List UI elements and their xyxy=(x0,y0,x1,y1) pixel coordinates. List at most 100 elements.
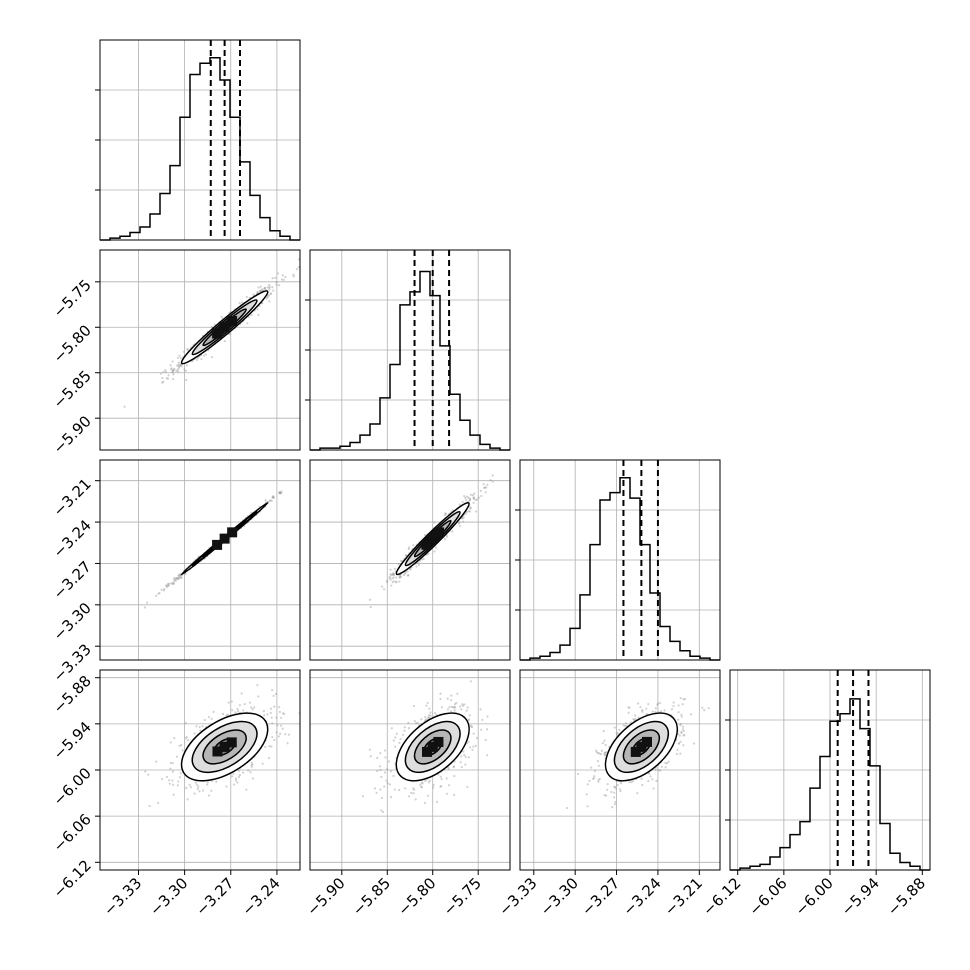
x-tick-label: −3.30 xyxy=(537,874,582,919)
sample-point xyxy=(404,571,407,574)
sample-point xyxy=(413,704,416,708)
sample-point xyxy=(395,732,398,735)
sample-point xyxy=(447,767,450,770)
sample-point xyxy=(597,752,600,755)
sample-point xyxy=(701,706,704,709)
sample-point xyxy=(279,492,282,495)
sample-point xyxy=(603,794,606,797)
sample-point xyxy=(479,708,482,711)
sample-point xyxy=(468,746,472,749)
sample-point xyxy=(284,733,287,736)
sample-point xyxy=(392,573,396,577)
sample-point xyxy=(292,275,295,278)
sample-point xyxy=(449,710,453,713)
sample-point xyxy=(179,576,182,579)
sample-point xyxy=(636,792,639,795)
sample-point xyxy=(185,736,188,739)
sample-point xyxy=(391,581,394,584)
density-core-bin xyxy=(227,527,238,538)
sample-point xyxy=(606,788,609,791)
sample-point xyxy=(660,710,663,713)
sample-point xyxy=(279,716,283,719)
y-tick-label: −5.80 xyxy=(50,321,95,366)
sample-point xyxy=(281,727,284,730)
sample-point xyxy=(613,791,616,794)
sample-point xyxy=(164,371,168,374)
sample-point xyxy=(418,560,421,563)
sample-point xyxy=(444,537,447,541)
sample-point xyxy=(176,368,179,371)
sample-point xyxy=(597,780,600,783)
sample-point xyxy=(678,734,681,737)
histogram-panel-0 xyxy=(95,39,301,241)
sample-point xyxy=(251,708,254,711)
x-tick-label: −6.06 xyxy=(745,874,790,919)
x-tick-label: −3.30 xyxy=(146,874,191,919)
density-core-bin xyxy=(219,741,230,752)
x-tick-label: −3.24 xyxy=(620,874,665,919)
sample-point xyxy=(207,715,211,719)
x-tick-label: −5.94 xyxy=(838,874,883,919)
scatter-panel-1-0 xyxy=(99,249,301,451)
sample-point xyxy=(604,751,607,754)
sample-point xyxy=(389,573,392,576)
sample-point xyxy=(394,745,397,748)
sample-point xyxy=(169,741,172,744)
sample-point xyxy=(266,286,269,289)
sample-point xyxy=(238,301,241,305)
sample-point xyxy=(409,568,412,571)
sample-point xyxy=(278,491,281,495)
sample-point xyxy=(605,794,608,797)
sample-point xyxy=(682,729,685,733)
sample-point xyxy=(463,753,466,757)
sample-point xyxy=(467,740,470,743)
sample-point xyxy=(426,701,429,704)
sample-point xyxy=(231,709,234,712)
sample-point xyxy=(271,689,274,692)
sample-point xyxy=(268,756,271,760)
sample-point xyxy=(389,796,393,799)
sample-point xyxy=(379,788,382,791)
sample-point xyxy=(303,471,305,473)
sample-point xyxy=(613,796,616,799)
sample-point xyxy=(272,289,275,292)
sample-point xyxy=(456,692,459,695)
sample-point xyxy=(171,377,175,381)
sample-point xyxy=(179,772,182,775)
sample-point xyxy=(389,578,392,581)
sample-point xyxy=(486,715,489,718)
sample-point xyxy=(220,315,223,318)
sample-point xyxy=(278,491,281,494)
sample-point xyxy=(210,356,214,359)
sample-point xyxy=(421,782,424,785)
sample-point xyxy=(440,706,444,709)
sample-point xyxy=(468,497,472,501)
sample-point xyxy=(384,756,387,759)
sample-point xyxy=(269,499,272,502)
sample-point xyxy=(392,774,395,778)
sample-point xyxy=(489,479,492,482)
sample-point xyxy=(464,763,467,766)
sample-point xyxy=(480,494,483,498)
sample-point xyxy=(664,761,667,765)
sample-point xyxy=(278,491,281,494)
sample-point xyxy=(599,753,603,756)
sample-point xyxy=(210,717,213,720)
sample-point xyxy=(593,775,596,778)
sample-point xyxy=(427,552,430,555)
sample-point xyxy=(457,522,460,525)
density-core-bin xyxy=(212,539,223,550)
sample-point xyxy=(633,718,636,721)
sample-point xyxy=(593,769,597,773)
sample-point xyxy=(210,326,213,329)
sample-point xyxy=(166,377,170,380)
sample-point xyxy=(419,783,422,786)
sample-point xyxy=(259,289,262,292)
sample-point xyxy=(424,715,427,719)
sample-point xyxy=(460,708,463,711)
sample-point xyxy=(184,369,187,372)
sample-point xyxy=(155,594,158,597)
sample-point xyxy=(470,725,474,729)
sample-point xyxy=(462,516,465,519)
sample-point xyxy=(171,779,174,782)
